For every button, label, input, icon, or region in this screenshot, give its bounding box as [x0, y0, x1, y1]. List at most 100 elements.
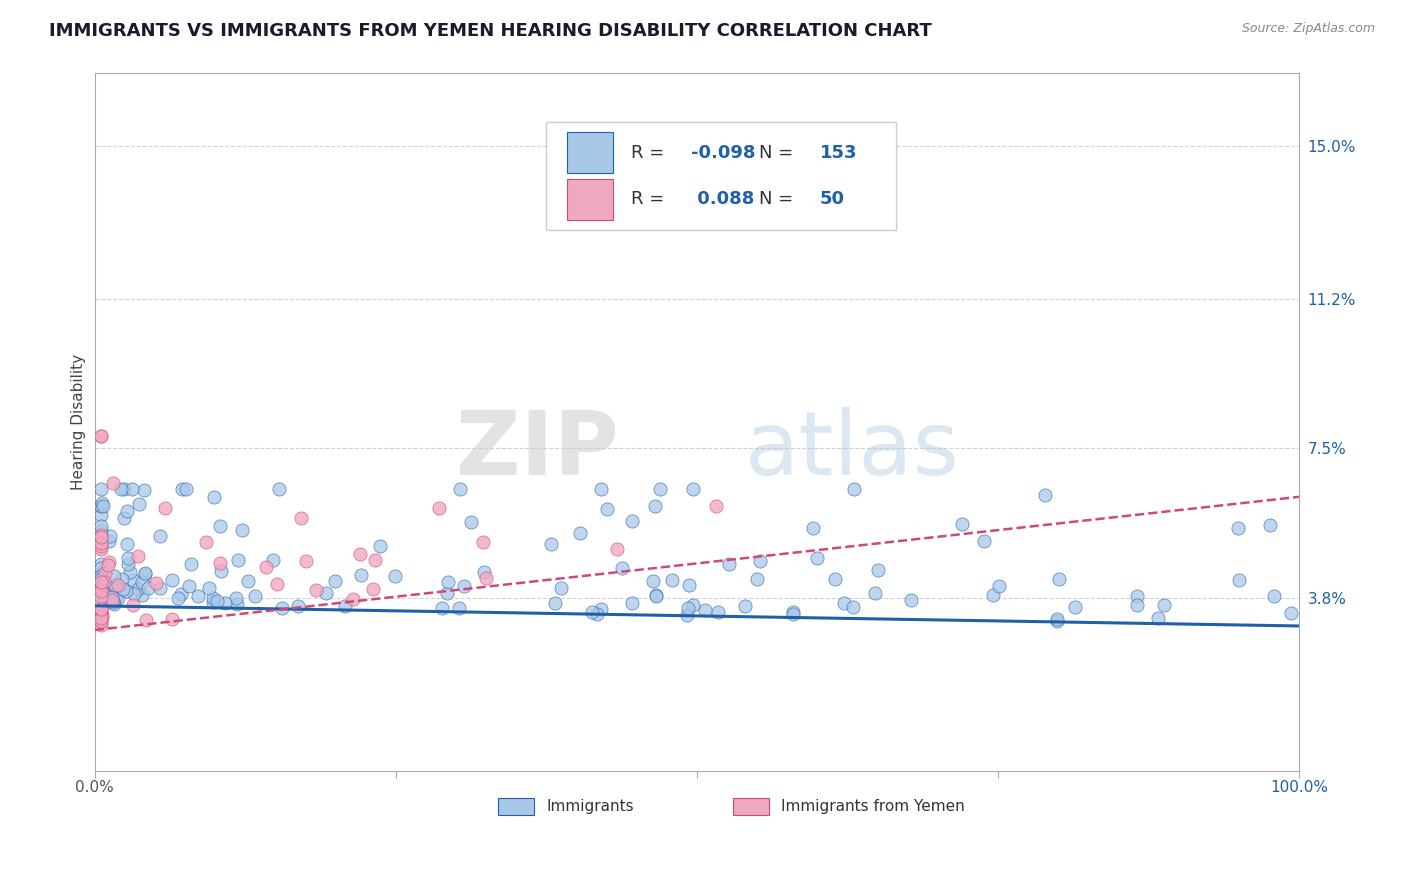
- Point: [205, 593, 228, 607]
- Point: [117, 558, 139, 572]
- Point: [295, 554, 318, 568]
- Text: Source: ZipAtlas.com: Source: ZipAtlas.com: [1241, 22, 1375, 36]
- Point: [610, 561, 633, 575]
- Point: [1045, 614, 1067, 628]
- Point: [1279, 606, 1302, 620]
- Point: [225, 591, 247, 606]
- Point: [115, 504, 138, 518]
- Point: [103, 597, 125, 611]
- Point: [589, 602, 612, 616]
- Text: -0.098: -0.098: [690, 144, 755, 161]
- Point: [90, 519, 112, 533]
- Point: [209, 564, 232, 578]
- Point: [682, 482, 704, 496]
- Point: [1263, 589, 1285, 603]
- Point: [1153, 598, 1175, 612]
- Point: [900, 593, 922, 607]
- Point: [93, 594, 115, 608]
- Point: [586, 607, 609, 621]
- Point: [90, 615, 112, 629]
- Point: [90, 536, 112, 550]
- Point: [202, 490, 225, 504]
- Text: R =: R =: [631, 144, 664, 161]
- Point: [1126, 599, 1149, 613]
- Point: [90, 582, 112, 597]
- Text: 0.0%: 0.0%: [75, 780, 114, 796]
- Point: [90, 602, 112, 616]
- Point: [868, 563, 890, 577]
- FancyBboxPatch shape: [567, 179, 613, 219]
- Point: [262, 553, 284, 567]
- Point: [863, 586, 886, 600]
- Point: [105, 589, 128, 603]
- Point: [121, 599, 143, 613]
- Point: [134, 566, 156, 581]
- Point: [202, 595, 225, 609]
- Point: [806, 550, 828, 565]
- Point: [128, 497, 150, 511]
- Point: [107, 578, 129, 592]
- Point: [290, 510, 312, 524]
- Point: [134, 483, 156, 498]
- Point: [90, 569, 112, 583]
- Point: [361, 582, 384, 597]
- Point: [202, 591, 225, 605]
- Point: [342, 592, 364, 607]
- Point: [90, 607, 112, 622]
- Point: [90, 601, 112, 615]
- Point: [782, 607, 804, 622]
- Point: [198, 581, 221, 595]
- Point: [226, 552, 249, 566]
- Point: [474, 571, 496, 585]
- Point: [91, 499, 114, 513]
- Point: [621, 596, 644, 610]
- Point: [734, 599, 756, 614]
- Point: [167, 591, 190, 605]
- Point: [90, 584, 112, 599]
- Point: [641, 574, 664, 588]
- Point: [782, 606, 804, 620]
- Point: [177, 579, 200, 593]
- Text: N =: N =: [759, 190, 794, 208]
- Text: R =: R =: [631, 190, 664, 208]
- Point: [160, 574, 183, 588]
- Point: [269, 482, 291, 496]
- Point: [544, 596, 567, 610]
- Point: [305, 582, 328, 597]
- Point: [180, 558, 202, 572]
- Point: [131, 589, 153, 603]
- Point: [160, 612, 183, 626]
- Text: ZIP: ZIP: [456, 407, 619, 493]
- Text: Immigrants: Immigrants: [547, 799, 634, 814]
- Point: [103, 595, 125, 609]
- Point: [1063, 599, 1085, 614]
- Point: [104, 578, 127, 592]
- Point: [91, 533, 114, 547]
- Point: [90, 429, 112, 443]
- Point: [90, 429, 112, 443]
- Point: [127, 549, 149, 563]
- Point: [1047, 572, 1070, 586]
- Point: [749, 554, 772, 568]
- Point: [384, 569, 406, 583]
- Point: [111, 582, 134, 597]
- Point: [676, 608, 699, 623]
- FancyBboxPatch shape: [547, 122, 896, 230]
- Point: [121, 573, 143, 587]
- Point: [801, 521, 824, 535]
- Point: [187, 589, 209, 603]
- Point: [427, 501, 450, 516]
- Point: [93, 566, 115, 580]
- Point: [90, 530, 112, 544]
- Point: [149, 582, 172, 596]
- Point: [174, 482, 197, 496]
- Point: [90, 572, 112, 586]
- Point: [430, 601, 453, 615]
- Point: [717, 558, 740, 572]
- Point: [333, 599, 356, 613]
- Text: 0.088: 0.088: [690, 190, 754, 208]
- Point: [350, 568, 373, 582]
- Point: [824, 572, 846, 586]
- Point: [90, 523, 112, 537]
- Point: [90, 539, 112, 553]
